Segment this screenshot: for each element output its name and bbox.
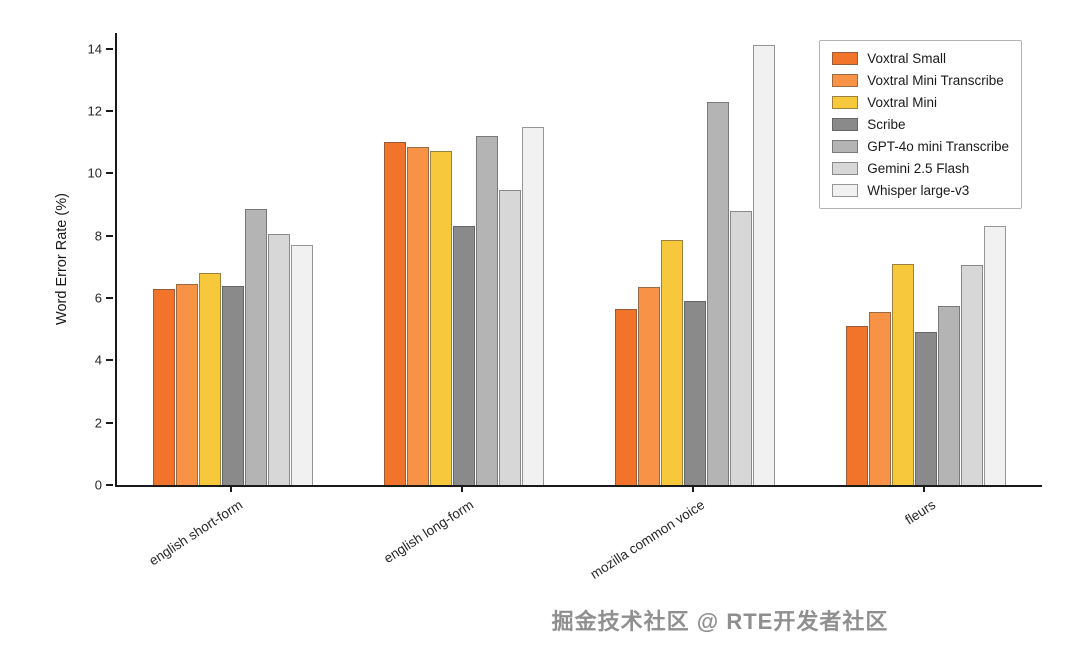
bar [753, 45, 776, 485]
y-tick-label: 12 [87, 103, 102, 119]
legend-label: Voxtral Mini Transcribe [867, 73, 1004, 88]
y-tick-mark [106, 47, 113, 50]
y-tick-mark [106, 421, 113, 424]
bar [661, 240, 684, 485]
bar [915, 332, 938, 485]
legend-swatch [832, 118, 859, 131]
bar [383, 142, 406, 485]
x-tick-mark [229, 485, 232, 492]
bar [869, 312, 892, 485]
x-tick-label: english short-form [146, 497, 245, 569]
legend-label: Whisper large-v3 [867, 183, 970, 198]
y-tick-label: 6 [94, 290, 102, 306]
bar [521, 126, 544, 485]
bar [290, 244, 313, 485]
bar [984, 226, 1007, 485]
y-tick-label: 2 [94, 415, 102, 431]
bar [429, 151, 452, 485]
legend-item: GPT-4o mini Transcribe [832, 139, 1009, 154]
legend: Voxtral Small Voxtral Mini Transcribe Voxt… [819, 40, 1022, 209]
x-tick-mark [460, 485, 463, 492]
legend-label: GPT-4o mini Transcribe [867, 139, 1009, 154]
bar [938, 305, 961, 485]
legend-label: Gemini 2.5 Flash [867, 161, 970, 176]
bar [475, 135, 498, 485]
plot-area [115, 33, 1042, 487]
bar [846, 326, 869, 485]
bar [638, 287, 661, 485]
legend-item: Voxtral Mini Transcribe [832, 73, 1009, 88]
x-tick-mark [923, 485, 926, 492]
bar [221, 285, 244, 485]
bar [406, 146, 429, 485]
bar [498, 190, 521, 485]
bar [175, 283, 198, 485]
y-tick-mark [106, 359, 113, 362]
legend-swatch [832, 162, 859, 175]
y-tick-label: 10 [87, 165, 102, 181]
legend-label: Scribe [867, 117, 906, 132]
y-tick-label: 8 [94, 228, 102, 244]
legend-label: Voxtral Small [867, 51, 946, 66]
legend-swatch [832, 74, 859, 87]
legend-swatch [832, 184, 859, 197]
bar [452, 226, 475, 485]
bar [892, 263, 915, 485]
x-tick-label: fleurs [902, 497, 939, 528]
y-axis-title: Word Error Rate (%) [54, 193, 70, 325]
y-tick-mark [106, 172, 113, 175]
y-tick-label: 4 [94, 352, 102, 368]
y-tick-label: 0 [94, 477, 102, 493]
bar [244, 209, 267, 485]
bar [152, 288, 175, 485]
legend-item: Voxtral Small [832, 51, 1009, 66]
x-tick-mark [692, 485, 695, 492]
x-tick-label: mozilla common voice [587, 497, 708, 582]
bar [198, 273, 221, 485]
bar [684, 301, 707, 485]
watermark: 掘金技术社区 @ RTE开发者社区 [551, 609, 889, 634]
legend-swatch [832, 140, 859, 153]
legend-item: Gemini 2.5 Flash [832, 161, 1009, 176]
y-tick-mark [106, 109, 113, 112]
legend-item: Voxtral Mini [832, 95, 1009, 110]
bar [707, 101, 730, 485]
bar [615, 308, 638, 485]
y-tick-mark [106, 234, 113, 237]
y-tick-mark [106, 296, 113, 299]
bar [267, 234, 290, 485]
legend-item: Whisper large-v3 [832, 183, 1009, 198]
bar [961, 265, 984, 485]
bar [730, 210, 753, 485]
legend-item: Scribe [832, 117, 1009, 132]
y-tick-label: 14 [87, 41, 102, 57]
legend-swatch [832, 52, 859, 65]
legend-label: Voxtral Mini [867, 95, 937, 110]
y-tick-mark [106, 484, 113, 486]
legend-swatch [832, 96, 859, 109]
x-tick-label: english long-form [381, 497, 477, 566]
